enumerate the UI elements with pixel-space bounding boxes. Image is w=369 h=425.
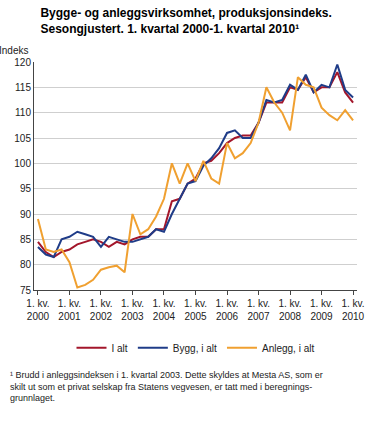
svg-text:1. kv.2007: 1. kv.2007 — [247, 298, 270, 322]
svg-text:I alt: I alt — [112, 343, 128, 354]
svg-text:1. kv.2001: 1. kv.2001 — [58, 298, 81, 322]
svg-text:1. kv.2006: 1. kv.2006 — [215, 298, 238, 322]
svg-text:Indeks: Indeks — [0, 45, 28, 56]
svg-text:1. kv.2005: 1. kv.2005 — [184, 298, 207, 322]
svg-text:85: 85 — [20, 234, 32, 245]
svg-text:110: 110 — [15, 107, 31, 118]
svg-text:1. kv.2010: 1. kv.2010 — [341, 298, 364, 322]
svg-text:1. kv.2004: 1. kv.2004 — [152, 298, 175, 322]
svg-text:115: 115 — [15, 82, 31, 93]
svg-text:1. kv.2003: 1. kv.2003 — [121, 298, 144, 322]
svg-text:Bygge- og anleggsvirksomhet, p: Bygge- og anleggsvirksomhet, produksjons… — [40, 6, 331, 36]
svg-text:75: 75 — [20, 285, 32, 296]
svg-text:95: 95 — [20, 183, 32, 194]
svg-text:Bygg, i alt: Bygg, i alt — [173, 343, 217, 354]
svg-text:¹ Brudd i anleggsindeksen i 1.: ¹ Brudd i anleggsindeksen i 1. kvartal 2… — [10, 370, 323, 403]
svg-text:100: 100 — [14, 158, 31, 169]
svg-text:1. kv.2002: 1. kv.2002 — [89, 298, 112, 322]
svg-text:105: 105 — [14, 133, 31, 144]
svg-text:Anlegg, i alt: Anlegg, i alt — [262, 343, 314, 354]
svg-text:120: 120 — [14, 57, 31, 68]
svg-text:90: 90 — [20, 209, 32, 220]
svg-text:1. kv.2000: 1. kv.2000 — [26, 298, 49, 322]
svg-text:1. kv.2009: 1. kv.2009 — [310, 298, 333, 322]
svg-text:80: 80 — [20, 259, 32, 270]
svg-text:1. kv.2008: 1. kv.2008 — [278, 298, 301, 322]
